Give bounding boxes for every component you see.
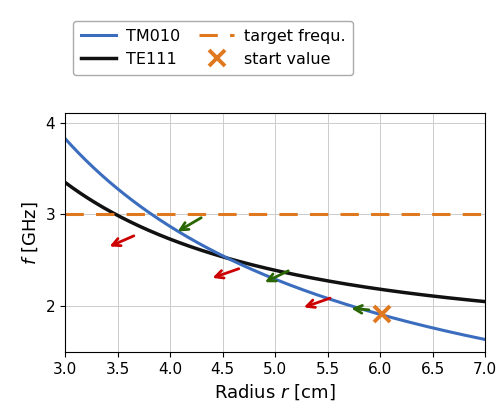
TE111 bbox=[290, 272, 296, 277]
TM010 bbox=[290, 284, 296, 288]
TM010 bbox=[482, 337, 488, 342]
TM010 bbox=[472, 335, 478, 340]
TM010 bbox=[312, 292, 318, 296]
TE111 bbox=[264, 266, 270, 271]
TM010 bbox=[264, 273, 270, 278]
X-axis label: Radius $r$ [cm]: Radius $r$ [cm] bbox=[214, 383, 336, 402]
TE111 bbox=[472, 298, 478, 303]
TM010 bbox=[62, 136, 68, 141]
TE111 bbox=[62, 180, 68, 185]
Y-axis label: $f$ [GHz]: $f$ [GHz] bbox=[20, 201, 40, 264]
TM010 bbox=[406, 320, 412, 324]
Line: TM010: TM010 bbox=[65, 139, 485, 339]
TE111 bbox=[482, 299, 488, 304]
TM010 bbox=[262, 273, 268, 277]
TE111 bbox=[312, 276, 318, 281]
Legend: TM010, TE111, target frequ., start value: TM010, TE111, target frequ., start value bbox=[73, 21, 354, 75]
TE111 bbox=[262, 265, 268, 270]
Line: TE111: TE111 bbox=[65, 182, 485, 302]
TE111 bbox=[406, 291, 412, 296]
